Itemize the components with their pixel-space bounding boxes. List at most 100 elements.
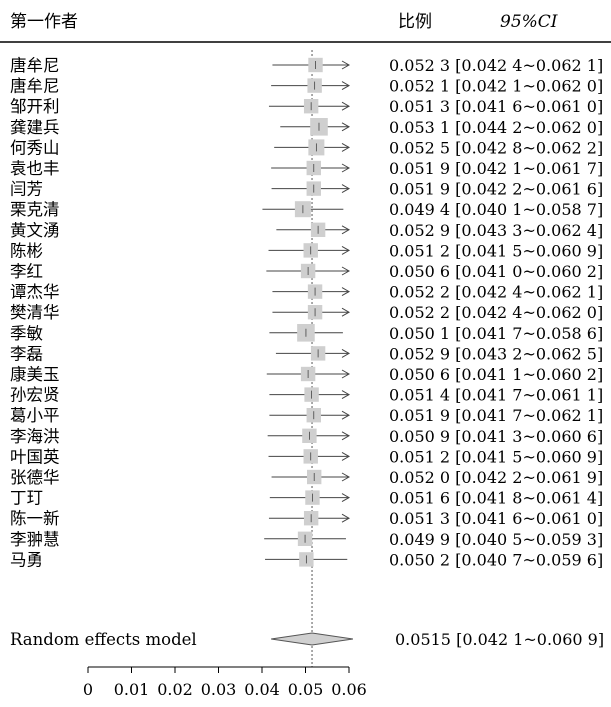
study-label: 张德华 [10,468,60,487]
ci-arrow [341,266,351,276]
study-row: 陈一新 0.051 3 [0.041 6~0.061 0] [10,509,603,528]
ci-arrow [341,513,351,523]
study-label: 季敏 [10,324,43,343]
summary-label: Random effects model [10,630,197,649]
study-value: 0.051 4 [0.041 7~0.061 1] [389,386,603,405]
study-row: 季敏 0.050 1 [0.041 7~0.058 6] [10,324,603,343]
study-value: 0.052 2 [0.042 4~0.062 1] [389,283,603,302]
header-proportion: 比例 [398,12,432,32]
study-row: 谭杰华 0.052 2 [0.042 4~0.062 1] [10,283,603,302]
study-label: 陈一新 [10,509,60,528]
study-row: 马勇 0.050 2 [0.040 7~0.059 6] [10,550,603,569]
ci-arrow [341,410,351,420]
study-value: 0.049 9 [0.040 5~0.059 3] [389,530,603,549]
x-tick-label: 0.05 [288,680,324,699]
study-row: 唐牟尼 0.052 1 [0.042 1~0.062 0] [10,77,603,96]
study-label: 葛小平 [10,406,60,425]
study-value: 0.051 3 [0.041 6~0.061 0] [389,509,603,528]
study-row: 孙宏贤 0.051 4 [0.041 7~0.061 1] [10,386,603,405]
ci-arrow [341,60,351,70]
study-row: 李海洪 0.050 9 [0.041 3~0.060 6] [10,427,603,446]
study-label: 樊清华 [10,303,60,322]
study-row: 黄文湧 0.052 9 [0.043 3~0.062 4] [10,221,603,240]
ci-arrow [341,451,351,461]
summary-value: 0.0515 [0.042 1~0.060 9] [395,630,604,649]
study-value: 0.051 9 [0.042 2~0.061 6] [389,180,603,199]
study-value: 0.052 2 [0.042 4~0.062 0] [389,303,603,322]
study-label: 马勇 [10,550,43,569]
header-study: 第一作者 [10,12,78,32]
ci-arrow [341,163,351,173]
ci-arrow [341,307,351,317]
summary-diamond [271,632,353,646]
study-label: 唐牟尼 [10,56,60,75]
ci-arrow [341,431,351,441]
x-tick-label: 0.01 [114,680,150,699]
study-label: 袁也丰 [10,159,60,178]
ci-arrow [341,101,351,111]
study-value: 0.052 5 [0.042 8~0.062 2] [389,138,603,157]
x-tick-label: 0 [83,680,93,699]
study-row: 葛小平 0.051 9 [0.041 7~0.062 1] [10,406,603,425]
study-row: 何秀山 0.052 5 [0.042 8~0.062 2] [10,138,603,157]
study-label: 孙宏贤 [10,386,60,405]
study-row: 龚建兵 0.053 1 [0.044 2~0.062 0] [10,118,603,137]
study-value: 0.050 2 [0.040 7~0.059 6] [389,550,603,569]
study-label: 丁玎 [10,489,43,508]
study-label: 李翀慧 [10,530,60,549]
ci-arrow [341,225,351,235]
study-row: 康美玉 0.050 6 [0.041 1~0.060 2] [10,365,603,384]
study-label: 李磊 [10,344,43,363]
study-value: 0.051 6 [0.041 8~0.061 4] [389,489,603,508]
study-row: 李翀慧 0.049 9 [0.040 5~0.059 3] [10,530,603,549]
study-label: 谭杰华 [10,283,60,302]
study-value: 0.050 9 [0.041 3~0.060 6] [389,427,603,446]
x-axis-ticks: 0 0.01 0.02 0.03 0.04 0.05 0.06 [83,667,367,699]
study-row: 袁也丰 0.051 9 [0.042 1~0.061 7] [10,159,603,178]
study-value: 0.050 6 [0.041 1~0.060 2] [389,365,603,384]
x-tick-label: 0.04 [244,680,280,699]
ci-arrow [341,472,351,482]
x-tick-label: 0.06 [331,680,367,699]
study-value: 0.049 4 [0.040 1~0.058 7] [389,200,603,219]
study-value: 0.051 2 [0.041 5~0.060 9] [389,447,603,466]
ci-arrow [341,142,351,152]
study-label: 李红 [10,262,43,281]
study-row: 张德华 0.052 0 [0.042 2~0.061 9] [10,468,603,487]
study-value: 0.051 9 [0.041 7~0.062 1] [389,406,603,425]
study-label: 李海洪 [10,427,60,446]
x-tick-label: 0.03 [201,680,237,699]
ci-arrow [341,81,351,91]
study-label: 叶国英 [10,447,60,466]
study-label: 康美玉 [10,365,60,384]
study-value: 0.051 2 [0.041 5~0.060 9] [389,241,603,260]
study-row: 李红 0.050 6 [0.041 0~0.060 2] [10,262,603,281]
study-value: 0.051 9 [0.042 1~0.061 7] [389,159,603,178]
study-label: 龚建兵 [10,118,60,137]
study-row: 丁玎 0.051 6 [0.041 8~0.061 4] [10,489,603,508]
study-row: 邹开利 0.051 3 [0.041 6~0.061 0] [10,97,603,116]
study-value: 0.052 3 [0.042 4~0.062 1] [389,56,603,75]
study-row: 栗克清 0.049 4 [0.040 1~0.058 7] [10,200,603,219]
study-row: 李磊 0.052 9 [0.043 2~0.062 5] [10,344,603,363]
ci-arrow [341,287,351,297]
study-value: 0.050 1 [0.041 7~0.058 6] [389,324,603,343]
ci-arrow [341,348,351,358]
study-value: 0.052 0 [0.042 2~0.061 9] [389,468,603,487]
ci-arrow [341,184,351,194]
study-label: 何秀山 [10,138,60,157]
header-ci: 95%CI [500,12,558,32]
x-tick-label: 0.02 [157,680,193,699]
study-value: 0.053 1 [0.044 2~0.062 0] [389,118,603,137]
ci-arrow [341,369,351,379]
study-label: 黄文湧 [10,221,60,240]
study-value: 0.050 6 [0.041 0~0.060 2] [389,262,603,281]
ci-arrow [341,493,351,503]
study-value: 0.052 1 [0.042 1~0.062 0] [389,77,603,96]
study-row: 樊清华 0.052 2 [0.042 4~0.062 0] [10,303,603,322]
ci-arrow [341,245,351,255]
study-row: 唐牟尼 0.052 3 [0.042 4~0.062 1] [10,56,603,75]
study-label: 唐牟尼 [10,77,60,96]
ci-arrow [341,390,351,400]
